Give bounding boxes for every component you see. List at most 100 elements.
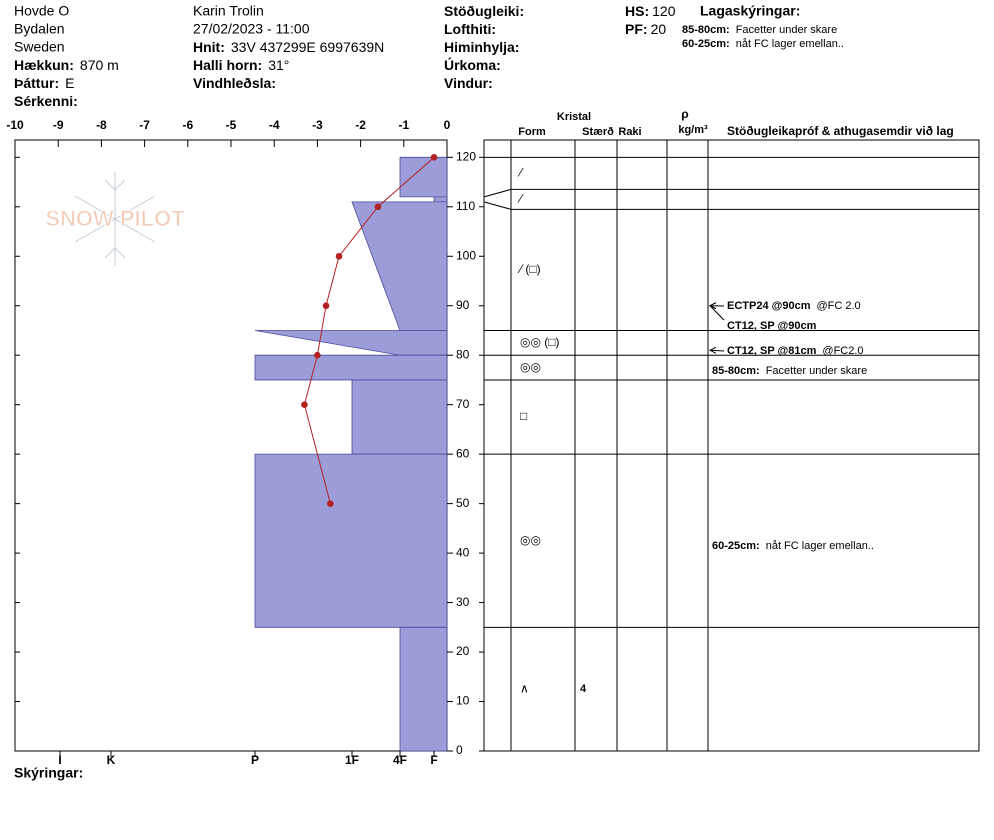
temperature-point: [322, 302, 330, 310]
hardness-layer: [254, 354, 448, 381]
field: Himinhylja:: [444, 39, 519, 55]
layer-connector: [483, 188, 512, 198]
legend-item: 60-25cm: nåt FC lager emellan..: [682, 38, 844, 50]
test: CT12, SP @81cm @FC2.0: [727, 345, 864, 357]
table-header: ρ: [681, 107, 688, 121]
grain-form: ◎◎: [520, 360, 541, 374]
field-value: E: [65, 75, 74, 91]
test-arrow: [709, 349, 725, 352]
hardness-tick-label: 1F: [345, 753, 359, 767]
table-header: Form: [518, 126, 546, 138]
observer: Karin Trolin: [193, 3, 264, 19]
x-tick-label: -2: [355, 118, 366, 132]
y-tick-label: 70: [456, 397, 470, 411]
grain-form: ⁄: [517, 166, 524, 180]
x-tick-label: -4: [269, 118, 280, 132]
table-header: Kristal: [557, 111, 591, 123]
temperature-point: [335, 252, 343, 260]
test-text: @FC 2.0: [817, 300, 861, 312]
test-arrow: [709, 305, 725, 321]
x-tick-label: -10: [6, 118, 24, 132]
location-line: Bydalen: [14, 21, 65, 37]
field: Hnit: 33V 437299E 6997639N: [193, 39, 384, 55]
x-tick-label: 0: [444, 118, 451, 132]
field-label: Vindhleðsla:: [193, 75, 276, 91]
test-label: ECTP24 @90cm: [727, 300, 811, 312]
logo: SNOW PILOT: [45, 172, 186, 266]
test-arrowhead: [708, 302, 717, 310]
field: Þáttur: E: [14, 75, 74, 91]
measurement: HS: 120: [625, 3, 676, 19]
field: Úrkoma:: [444, 56, 501, 73]
y-tick-label: 40: [456, 545, 470, 559]
field-label: Stöðugleiki:: [444, 3, 524, 19]
field-label: Þáttur:: [14, 75, 59, 91]
footer-label: Skýringar:: [14, 765, 83, 781]
hardness-tick-label: P: [251, 753, 259, 767]
layer-note: 60-25cm: nåt FC lager emellan..: [712, 540, 874, 552]
hardness-tick-label: I: [58, 753, 61, 767]
hardness-tick-label: K: [107, 753, 116, 767]
legend-title: Lagaskýringar:: [700, 3, 800, 19]
layer-table-frame: [483, 139, 980, 752]
snowflake: [74, 172, 156, 266]
hardness-tick-label: F: [430, 753, 437, 767]
y-tick-label: 80: [456, 347, 470, 361]
grain-form: ⁄: [517, 192, 524, 206]
hardness-layer: [254, 453, 448, 628]
temperature-point: [301, 401, 308, 408]
grain-form: ⁄ (□): [517, 262, 541, 276]
test-arrowhead: [708, 346, 717, 354]
y-tick-label: 110: [456, 199, 475, 213]
y-tick-label: 90: [456, 298, 470, 312]
location-line: Hovde O: [14, 3, 69, 19]
legend-item-label: 60-25cm:: [682, 38, 730, 50]
field: Stöðugleiki:: [444, 3, 524, 19]
field-label: Himinhylja:: [444, 39, 519, 55]
measurement-value: 20: [651, 21, 667, 37]
y-tick-label: 100: [456, 248, 476, 262]
y-tick-label: 120: [456, 149, 476, 163]
test-text: @FC2.0: [822, 345, 863, 357]
y-tick-label: 0: [456, 743, 463, 757]
measurement-value: 120: [652, 3, 676, 19]
x-tick-label: -8: [96, 118, 107, 132]
legend-item-label: 85-80cm:: [682, 24, 730, 36]
location-line: Sweden: [14, 39, 65, 55]
temperature-point: [327, 500, 334, 507]
y-tick-label: 60: [456, 446, 470, 460]
measurement-label: PF:: [625, 21, 648, 37]
field: Lofthiti:: [444, 21, 496, 37]
test-label: CT12, SP @90cm: [727, 320, 817, 332]
grain-size: 4: [580, 683, 587, 695]
field-value: 31°: [268, 57, 289, 73]
field: Sérkenni:: [14, 93, 78, 109]
field: Hækkun: 870 m: [14, 57, 119, 73]
legend-item: 85-80cm: Facetter under skare: [682, 24, 837, 36]
test-label: CT12, SP @81cm: [727, 345, 817, 357]
temperature-point: [374, 203, 382, 211]
hardness-layer: [399, 626, 448, 752]
grain-form: ◎◎: [520, 533, 541, 547]
y-tick-label: 20: [456, 644, 470, 658]
layer-note-value: nåt FC lager emellan..: [766, 540, 874, 552]
x-tick-label: -7: [139, 118, 150, 132]
legend-item-value: Facetter under skare: [736, 24, 838, 36]
x-tick-label: -1: [398, 118, 409, 132]
datetime: 27/02/2023 - 11:00: [193, 21, 310, 37]
x-tick-label: -5: [226, 118, 237, 132]
grain-form: ◎◎ (□): [520, 335, 560, 349]
field-label: Hnit:: [193, 39, 225, 55]
hardness-layer: [433, 196, 448, 203]
measurement: PF: 20: [625, 21, 666, 37]
field: Vindhleðsla:: [193, 75, 276, 91]
table-header: kg/m³: [678, 124, 708, 136]
y-tick-label: 50: [456, 496, 470, 510]
hardness-layer: [399, 156, 448, 198]
temperature-point: [314, 351, 321, 359]
grain-form: □: [520, 409, 527, 423]
field-label: Sérkenni:: [14, 93, 78, 109]
hardness-layer: [254, 330, 448, 356]
y-tick-label: 10: [456, 694, 470, 708]
